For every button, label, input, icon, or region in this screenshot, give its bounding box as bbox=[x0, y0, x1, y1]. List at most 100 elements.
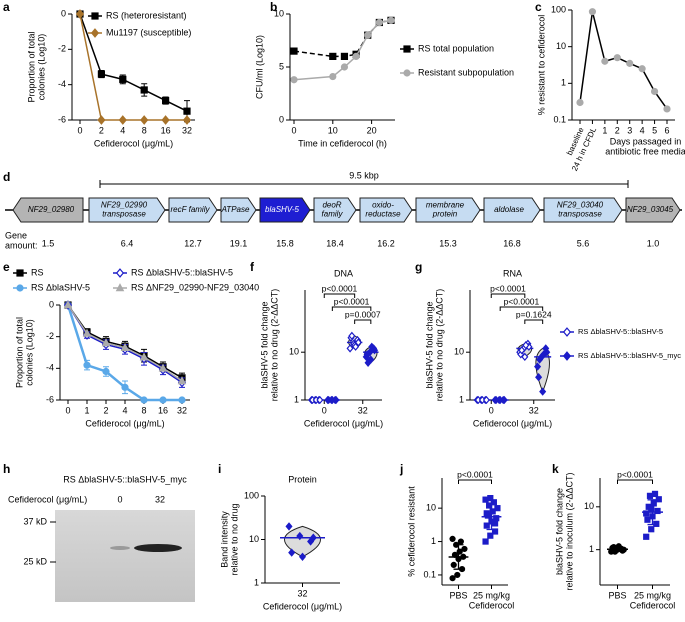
marker bbox=[601, 57, 609, 65]
gene-label: membrane bbox=[426, 201, 465, 210]
x-tick-label: 8 bbox=[142, 125, 147, 135]
marker bbox=[182, 115, 192, 125]
marker bbox=[457, 538, 464, 545]
marker bbox=[651, 490, 659, 498]
marker bbox=[534, 362, 542, 371]
marker bbox=[588, 8, 597, 16]
chart-title: RNA bbox=[503, 268, 522, 278]
series-line bbox=[579, 11, 668, 110]
y-tick-label: -2 bbox=[58, 44, 66, 54]
gene-amount: 12.7 bbox=[184, 238, 202, 248]
y-tick-label: 1 bbox=[589, 544, 594, 554]
blot-image bbox=[55, 510, 195, 602]
y-tick-label: -2 bbox=[46, 331, 54, 341]
y-tick-label: 10 bbox=[249, 534, 259, 544]
y-axis-label: Proportion of total bbox=[14, 317, 24, 388]
significance-bracket bbox=[458, 479, 492, 484]
marker bbox=[91, 12, 99, 20]
marker bbox=[140, 86, 148, 94]
gene-label: family bbox=[322, 210, 344, 219]
x-tick-label: 0 bbox=[291, 125, 296, 135]
x-tick-label: 0 bbox=[77, 125, 82, 135]
marker bbox=[483, 522, 490, 529]
marker bbox=[298, 552, 307, 561]
marker bbox=[90, 28, 100, 38]
marker bbox=[83, 361, 91, 369]
y-axis-label: Proportion of total bbox=[26, 31, 36, 102]
marker bbox=[16, 284, 24, 292]
y-axis-label: relative to no drug (2-ΔΔCT) bbox=[434, 289, 444, 402]
y-tick-label: 1 bbox=[459, 394, 464, 404]
panel-letter: j bbox=[399, 462, 403, 476]
y-tick-label: 0.1 bbox=[553, 114, 566, 124]
gene-arrow bbox=[313, 197, 357, 223]
significance-bracket bbox=[354, 319, 372, 324]
x-tick-label: 16 bbox=[158, 405, 168, 415]
gene-amount: 16.2 bbox=[377, 238, 395, 248]
y-axis-label: colonies (Log10) bbox=[36, 34, 46, 101]
y-tick-label: 0 bbox=[279, 114, 284, 124]
x-tick-label: 32 bbox=[358, 405, 368, 415]
panel-letter: d bbox=[3, 170, 10, 184]
marker bbox=[139, 352, 149, 361]
marker bbox=[450, 561, 457, 568]
gene-arrow bbox=[359, 197, 413, 223]
legend-label: RS ΔblaSHV-5 bbox=[31, 282, 90, 292]
marker bbox=[663, 105, 671, 113]
marker bbox=[346, 344, 354, 353]
x-axis-label: Days passaged in bbox=[610, 136, 682, 146]
legend-label: RS bbox=[31, 267, 44, 277]
x-axis-label: Cefiderocol (μg/mL) bbox=[85, 418, 164, 428]
marker bbox=[655, 496, 662, 503]
gene-arrow bbox=[88, 197, 166, 223]
x-axis-label: Cefiderocol (μg/mL) bbox=[94, 138, 173, 148]
x-axis-label: Cefiderocol (μg/mL) bbox=[473, 418, 552, 428]
x-tick-label: Cefiderocol bbox=[469, 600, 515, 610]
marker bbox=[158, 363, 168, 372]
marker bbox=[518, 346, 526, 355]
y-tick-label: 10 bbox=[556, 41, 566, 51]
legend-label: Resistant subpopulation bbox=[418, 67, 514, 77]
legend-label: Mu1197 (susceptible) bbox=[106, 27, 191, 37]
marker bbox=[348, 331, 356, 341]
marker bbox=[183, 107, 191, 115]
marker bbox=[493, 515, 500, 522]
marker bbox=[118, 115, 127, 125]
marker bbox=[285, 522, 293, 531]
marker bbox=[119, 75, 127, 83]
x-tick-label: 6 bbox=[664, 125, 669, 135]
y-axis-label: colonies (Log10) bbox=[24, 319, 34, 386]
gene-label: transposase bbox=[102, 210, 146, 219]
marker bbox=[451, 551, 459, 558]
marker bbox=[352, 342, 360, 351]
gene-arrow bbox=[543, 197, 623, 223]
marker bbox=[456, 548, 463, 555]
gene-amount: 5.6 bbox=[577, 238, 590, 248]
marker bbox=[648, 526, 655, 533]
marker bbox=[482, 538, 489, 545]
marker bbox=[449, 535, 456, 543]
marker bbox=[626, 59, 634, 67]
x-tick-label: 2 bbox=[615, 125, 620, 135]
marker bbox=[340, 52, 349, 61]
marker bbox=[290, 47, 298, 55]
x-tick-label: 8 bbox=[141, 405, 146, 415]
gene-label: NF29_03040 bbox=[557, 201, 604, 210]
p-value: p<0.0001 bbox=[504, 296, 540, 306]
panel-letter: h bbox=[3, 462, 10, 476]
gene-label: deoR bbox=[322, 201, 341, 210]
significance-bracket bbox=[490, 293, 526, 298]
y-tick-label: 100 bbox=[551, 4, 566, 14]
marker bbox=[159, 396, 167, 404]
gene-arrow bbox=[220, 197, 257, 223]
marker bbox=[75, 9, 85, 19]
marker bbox=[290, 76, 298, 84]
marker bbox=[535, 373, 543, 382]
y-axis-label: % resistant to cefiderocol bbox=[536, 15, 546, 116]
marker bbox=[460, 553, 467, 560]
y-tick-label: 0.1 bbox=[423, 569, 436, 579]
marker bbox=[178, 396, 186, 404]
marker bbox=[364, 358, 372, 367]
x-axis-label: antibiotic free media bbox=[605, 146, 685, 156]
